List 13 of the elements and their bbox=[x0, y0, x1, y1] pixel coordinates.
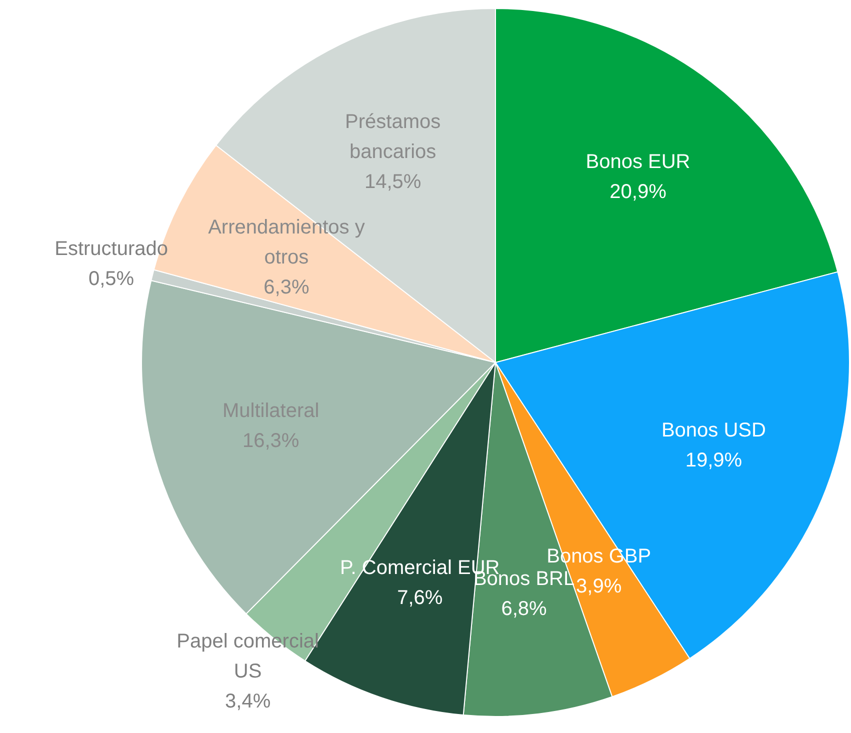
slice-label: Bonos EUR bbox=[586, 150, 690, 173]
data-label: 14,5% bbox=[364, 171, 422, 194]
data-label: 0,5% bbox=[88, 268, 134, 290]
data-label: 20,9% bbox=[610, 180, 667, 203]
slice-label: Estructurado bbox=[54, 238, 168, 260]
slice-label: Bonos USD bbox=[661, 420, 766, 442]
data-label: 3,4% bbox=[225, 690, 271, 713]
data-label: 3,9% bbox=[576, 576, 622, 598]
data-label: 6,8% bbox=[501, 598, 548, 620]
data-label: 7,6% bbox=[397, 587, 443, 610]
data-label: 19,9% bbox=[685, 450, 742, 472]
data-label: 6,3% bbox=[264, 276, 310, 299]
slice-label: Préstamos bancarios bbox=[345, 111, 441, 164]
